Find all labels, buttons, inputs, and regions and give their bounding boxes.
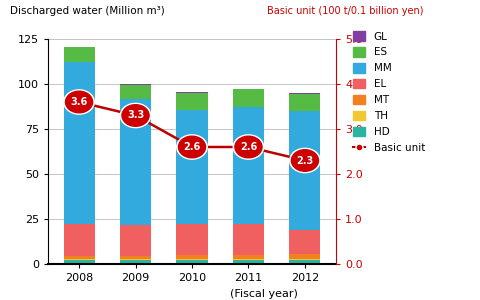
Bar — [289, 230, 321, 254]
Bar — [233, 224, 264, 255]
Text: 2.6: 2.6 — [183, 142, 201, 152]
Bar — [177, 110, 207, 224]
Text: 3.6: 3.6 — [71, 97, 88, 107]
Bar — [63, 260, 95, 264]
Bar — [177, 260, 207, 264]
Bar — [120, 225, 151, 256]
Bar — [289, 94, 321, 111]
Legend: GL, ES, MM, EL, MT, TH, HD, Basic unit: GL, ES, MM, EL, MT, TH, HD, Basic unit — [351, 29, 427, 155]
Bar — [120, 99, 151, 225]
Circle shape — [120, 103, 151, 128]
Text: Basic unit (100 t/0.1 billion yen): Basic unit (100 t/0.1 billion yen) — [267, 6, 424, 16]
Bar — [177, 92, 207, 93]
Bar — [233, 89, 264, 106]
Circle shape — [64, 90, 94, 114]
Bar — [233, 260, 264, 264]
Text: Discharged water (Million m³): Discharged water (Million m³) — [10, 6, 164, 16]
Bar — [63, 61, 95, 224]
Bar — [120, 260, 151, 264]
Bar — [63, 47, 95, 62]
Circle shape — [235, 136, 262, 158]
Bar — [289, 111, 321, 230]
Bar — [63, 224, 95, 256]
Bar — [289, 254, 321, 259]
Circle shape — [122, 105, 149, 126]
Bar — [233, 106, 264, 224]
Bar — [289, 259, 321, 260]
Circle shape — [177, 135, 207, 159]
Text: 2.6: 2.6 — [240, 142, 257, 152]
Text: (Fiscal year): (Fiscal year) — [230, 289, 298, 299]
Text: 2.3: 2.3 — [296, 155, 313, 166]
Circle shape — [291, 150, 319, 171]
Bar — [177, 224, 207, 255]
Bar — [120, 259, 151, 260]
Bar — [233, 255, 264, 259]
Circle shape — [65, 91, 93, 113]
Bar — [177, 259, 207, 260]
Text: 3.3: 3.3 — [127, 110, 144, 121]
Bar — [289, 93, 321, 94]
Circle shape — [233, 135, 264, 159]
Bar — [63, 259, 95, 260]
Bar — [120, 84, 151, 85]
Bar — [120, 256, 151, 259]
Bar — [233, 88, 264, 89]
Bar — [289, 260, 321, 264]
Bar — [177, 255, 207, 259]
Bar — [177, 93, 207, 110]
Circle shape — [290, 148, 320, 173]
Circle shape — [179, 136, 205, 158]
Bar — [233, 259, 264, 260]
Bar — [63, 256, 95, 259]
Bar — [120, 85, 151, 99]
